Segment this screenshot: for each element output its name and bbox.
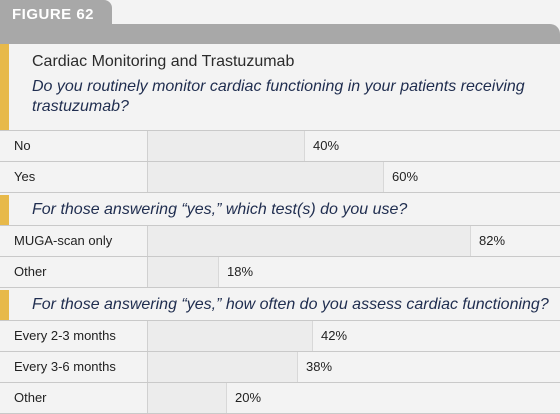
category-label: MUGA-scan only — [14, 233, 113, 248]
category-label: Other — [14, 264, 47, 279]
bar-value-label: 38% — [306, 359, 333, 374]
row-divider — [147, 321, 148, 351]
section-2-rows: MUGA-scan only 82% Other 18% — [0, 226, 560, 288]
bar-value-label: 18% — [227, 264, 254, 279]
row-divider — [147, 131, 148, 161]
bar — [148, 257, 219, 287]
bar — [148, 226, 471, 256]
category-label: Every 3-6 months — [14, 359, 116, 374]
question-1: Do you routinely monitor cardiac functio… — [32, 78, 525, 115]
bar — [148, 321, 313, 351]
section-3-rows: Every 2-3 months 42% Every 3-6 months 38% Ot… — [0, 321, 560, 414]
bar-value-label: 60% — [392, 169, 419, 184]
question-3: For those answering “yes,” how often do … — [32, 296, 549, 313]
bar-value-label: 40% — [313, 138, 340, 153]
category-label: Every 2-3 months — [14, 328, 116, 343]
row-divider — [147, 226, 148, 256]
chart-row: MUGA-scan only 82% — [0, 226, 560, 257]
chart-row: Other 18% — [0, 257, 560, 288]
category-label: No — [14, 138, 31, 153]
bar-value-label: 42% — [321, 328, 348, 343]
chart-row: Every 3-6 months 38% — [0, 352, 560, 383]
bar-value-label: 82% — [479, 233, 506, 248]
section-1-rows: No 40% Yes 60% — [0, 131, 560, 193]
section-1-header: Cardiac Monitoring and Trastuzumab Do yo… — [0, 44, 560, 131]
chart-row: Other 20% — [0, 383, 560, 414]
row-divider — [147, 162, 148, 192]
bar — [148, 162, 384, 192]
chart-row: No 40% — [0, 131, 560, 162]
row-divider — [147, 383, 148, 413]
chart-panel: Cardiac Monitoring and Trastuzumab Do yo… — [0, 44, 560, 414]
bar — [148, 131, 305, 161]
chart-row: Every 2-3 months 42% — [0, 321, 560, 352]
chart-row: Yes 60% — [0, 162, 560, 193]
category-label: Other — [14, 390, 47, 405]
row-divider — [147, 352, 148, 382]
section-3-header: For those answering “yes,” how often do … — [0, 290, 560, 321]
category-label: Yes — [14, 169, 36, 184]
question-2: For those answering “yes,” which test(s)… — [32, 201, 408, 218]
bar — [148, 383, 227, 413]
section-2-header: For those answering “yes,” which test(s)… — [0, 195, 560, 226]
figure-label: FIGURE 62 — [0, 0, 112, 28]
row-divider — [147, 257, 148, 287]
figure-header-bar — [0, 24, 560, 44]
chart-title: Cardiac Monitoring and Trastuzumab — [32, 53, 295, 70]
bar-value-label: 20% — [235, 390, 262, 405]
bar — [148, 352, 298, 382]
